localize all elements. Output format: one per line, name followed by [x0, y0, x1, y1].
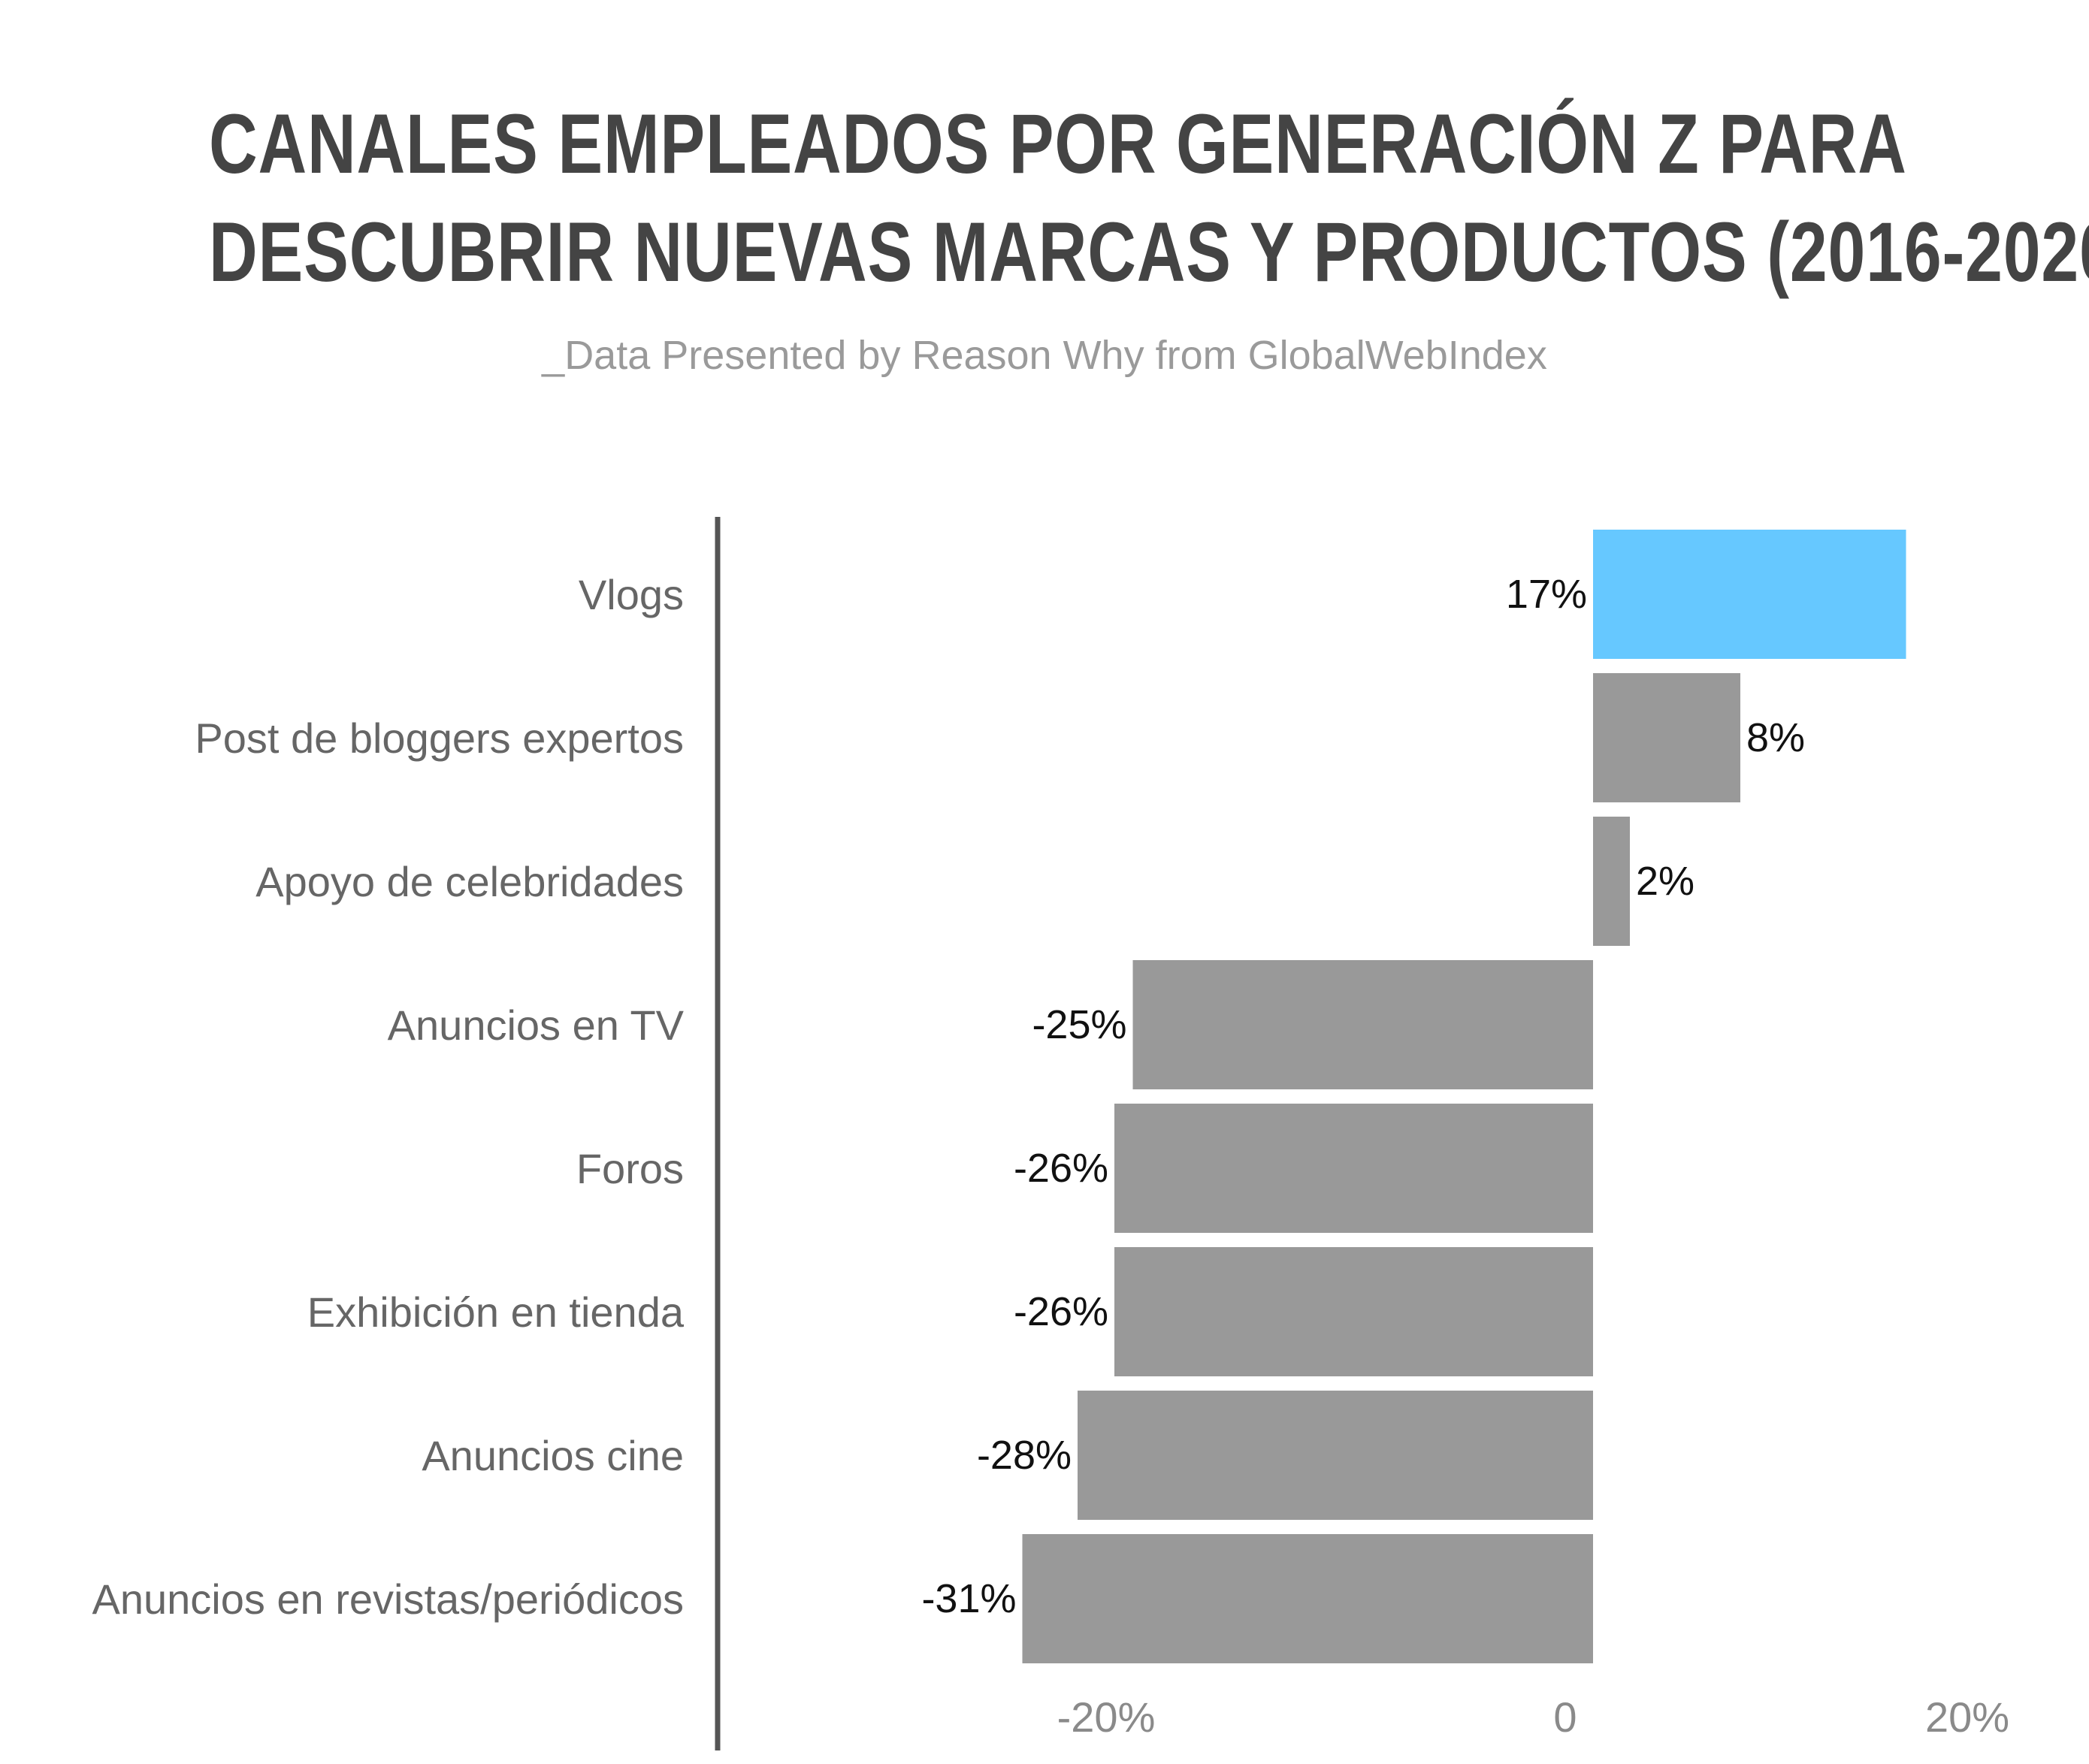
value-label: -31% — [921, 1576, 1016, 1621]
bar-2 — [1593, 817, 1630, 946]
value-label: 8% — [1746, 715, 1805, 760]
chart-title: CANALES EMPLEADOS POR GENERACIÓN Z PARA … — [0, 90, 2089, 307]
category-label: Anuncios en revistas/periódicos — [92, 1575, 684, 1623]
category-label: Post de bloggers expertos — [195, 714, 684, 762]
value-label: -26% — [1014, 1289, 1108, 1334]
bar-5 — [1114, 1247, 1593, 1376]
x-tick-label: 0 — [1553, 1693, 1577, 1741]
value-label: 2% — [1636, 859, 1694, 904]
bar-1 — [1593, 673, 1740, 802]
bar-3 — [1132, 960, 1593, 1089]
bar-0 — [1593, 530, 1906, 659]
value-label: -28% — [977, 1433, 1072, 1478]
category-label: Anuncios en TV — [388, 1001, 685, 1049]
x-tick-label: -20% — [1057, 1693, 1156, 1741]
x-tick-label: 20% — [1925, 1693, 2009, 1741]
bars-layer — [1022, 530, 1906, 1663]
value-label: 17% — [1506, 572, 1587, 617]
value-label: -25% — [1032, 1002, 1126, 1047]
bar-6 — [1078, 1391, 1593, 1520]
value-label: -26% — [1014, 1146, 1108, 1191]
category-label: Exhibición en tienda — [307, 1288, 685, 1336]
category-label: Foros — [576, 1145, 684, 1192]
chart-title-line-2: DESCUBRIR NUEVAS MARCAS Y PRODUCTOS (201… — [209, 205, 2089, 299]
category-labels-layer: Vlogs Post de bloggers expertos Apoyo de c… — [92, 571, 684, 1623]
category-label: Anuncios cine — [422, 1432, 684, 1479]
chart-title-line-1: CANALES EMPLEADOS POR GENERACIÓN Z PARA — [209, 97, 1907, 191]
bar-7 — [1022, 1534, 1593, 1663]
chart-subtitle: _Data Presented by Reason Why from Globa… — [542, 333, 1547, 378]
category-label: Vlogs — [579, 571, 684, 618]
category-label: Apoyo de celebridades — [255, 858, 684, 905]
x-tick-labels-layer: -20% 0 20% — [1057, 1693, 2009, 1741]
value-labels-layer: 17% 8% 2% -25% -26% -26% -28% -31% — [921, 572, 1805, 1621]
bar-4 — [1114, 1104, 1593, 1233]
